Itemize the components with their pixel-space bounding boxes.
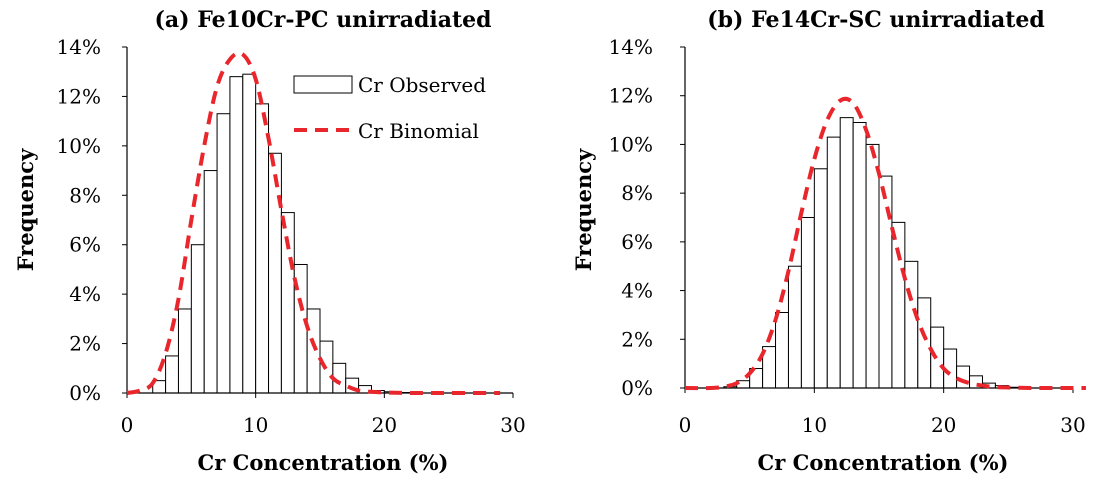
chart-a-y-tick-label: 2% xyxy=(69,332,101,356)
chart-b-histogram-bar xyxy=(866,144,879,388)
chart-b-x-tick-label: 20 xyxy=(931,413,956,437)
chart-b-histogram-bar xyxy=(827,137,840,388)
chart-b-y-tick-label: 6% xyxy=(621,230,653,254)
chart-b-y-tick-label: 4% xyxy=(621,279,653,303)
chart-b-histogram-bar xyxy=(892,222,905,388)
chart-a-y-tick-label: 10% xyxy=(57,134,101,158)
chart-b-y-tick-label: 10% xyxy=(609,132,653,156)
chart-b-histogram-bar xyxy=(918,298,931,388)
chart-a-legend-observed-label: Cr Observed xyxy=(358,73,486,97)
chart-a-y-tick-label: 4% xyxy=(69,282,101,306)
chart-b-histogram-bar xyxy=(776,312,789,388)
chart-a-histogram-bar xyxy=(230,77,243,393)
chart-b-histogram-bar xyxy=(814,169,827,388)
chart-b-histogram-bar xyxy=(853,123,866,388)
chart-b-y-tick-label: 0% xyxy=(621,376,653,400)
chart-b-y-tick-label: 8% xyxy=(621,181,653,205)
chart-a-y-tick-label: 14% xyxy=(57,35,101,59)
chart-a-x-tick-label: 0 xyxy=(121,413,134,437)
chart-b-histogram-bar xyxy=(788,266,801,388)
chart-b-histogram-bar xyxy=(905,261,918,388)
chart-b-x-tick-label: 10 xyxy=(802,413,827,437)
chart-a-histogram-bar xyxy=(307,309,320,393)
chart-a-y-tick-label: 8% xyxy=(69,183,101,207)
chart-a-histogram-bar xyxy=(269,153,282,393)
chart-a-title: (a) Fe10Cr-PC unirradiated xyxy=(154,7,491,33)
chart-b-y-tick-label: 2% xyxy=(621,327,653,351)
chart-a-x-tick-label: 10 xyxy=(243,413,268,437)
chart-b-histogram-bar xyxy=(801,218,814,389)
chart-b-y-axis-label: Frequency xyxy=(571,148,596,271)
chart-a-histogram-bar xyxy=(166,356,179,393)
chart-b-title: (b) Fe14Cr-SC unirradiated xyxy=(707,7,1045,33)
chart-a-y-tick-label: 12% xyxy=(57,84,101,108)
chart-a-histogram-bar xyxy=(217,114,230,393)
chart-a-y-tick-label: 0% xyxy=(69,381,101,405)
chart-a-histogram-bar xyxy=(191,245,204,393)
chart-b-x-tick-label: 0 xyxy=(679,413,692,437)
chart-b-y-tick-label: 14% xyxy=(609,35,653,59)
chart-a-histogram-bar xyxy=(243,74,256,393)
chart-a-x-tick-label: 30 xyxy=(500,413,525,437)
chart-a-histogram-bar xyxy=(256,104,269,393)
chart-b-histogram-bar xyxy=(840,118,853,388)
chart-b-x-axis-label: Cr Concentration (%) xyxy=(758,450,1009,475)
chart-a-y-tick-label: 6% xyxy=(69,233,101,257)
chart-a-histogram-bar xyxy=(204,171,217,393)
chart-a-legend-binomial-label: Cr Binomial xyxy=(358,119,479,143)
chart-b-y-tick-label: 12% xyxy=(609,84,653,108)
chart-a-y-axis-label: Frequency xyxy=(13,148,38,271)
chart-a-histogram-bar xyxy=(178,309,191,393)
chart-a-x-axis-label: Cr Concentration (%) xyxy=(198,450,449,475)
chart-a-x-tick-label: 20 xyxy=(372,413,397,437)
chart-b-x-tick-label: 30 xyxy=(1060,413,1085,437)
chart-a-legend-observed-swatch xyxy=(294,76,352,93)
